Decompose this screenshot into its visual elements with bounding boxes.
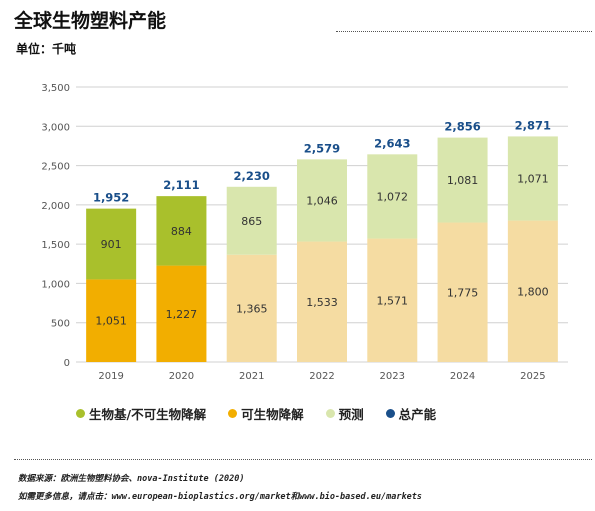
total-label: 2,111	[163, 178, 199, 192]
bar-biodegradable	[156, 265, 207, 362]
data-label-biodegradable: 1,800	[517, 285, 549, 298]
chart-legend: 生物基/不可生物降解 可生物降解 预测 总产能	[76, 404, 458, 423]
chart-plot: 0 500 1,000 1,500 2,000 2,500 3,000 3,500 1,051 9…	[41, 83, 568, 382]
legend-label-bio-based: 生物基/不可生物降解	[89, 407, 207, 422]
bar-biodegradable	[226, 254, 277, 362]
y-tick-label: 3,000	[41, 122, 70, 133]
data-label-bio-based: 884	[171, 225, 192, 238]
data-label-bio-based: 1,071	[517, 172, 549, 185]
bottom-divider	[14, 459, 592, 460]
bar-biodegradable	[86, 279, 137, 362]
bar-bio-based	[86, 208, 137, 280]
bar-bio-based	[297, 159, 347, 242]
bar-biodegradable	[437, 222, 488, 362]
bar-bio-based	[367, 154, 418, 239]
legend-item-total: 总产能	[385, 404, 437, 423]
x-tick-label: 2020	[169, 371, 194, 382]
x-tick-label: 2022	[309, 371, 334, 382]
bar-bio-based	[437, 137, 488, 223]
more-info-note: 如需更多信息，请点击：www.european-bioplastics.org/…	[18, 492, 422, 502]
y-tick-label: 1,000	[41, 279, 70, 290]
x-tick-label: 2023	[380, 371, 405, 382]
bar-bio-based	[226, 186, 277, 255]
data-label-bio-based: 1,081	[447, 174, 479, 187]
unit-label: 单位：千吨	[16, 42, 77, 56]
y-tick-label: 1,500	[41, 240, 70, 251]
bar-bio-based	[156, 196, 207, 266]
x-tick-label: 2019	[98, 371, 123, 382]
chart-title: 全球生物塑料产能	[14, 10, 167, 32]
y-tick-label: 2,000	[41, 201, 70, 212]
bar-bio-based	[507, 136, 558, 221]
y-tick-label: 2,500	[41, 162, 70, 173]
total-label: 2,856	[444, 120, 480, 134]
total-label: 2,871	[515, 118, 551, 132]
bar-biodegradable	[367, 238, 418, 362]
x-tick-label: 2021	[239, 371, 264, 382]
legend-item-biodegradable: 可生物降解	[228, 404, 304, 423]
y-tick-label: 3,500	[41, 83, 70, 94]
legend-marker-biodegradable	[228, 409, 238, 418]
legend-label-total: 总产能	[398, 407, 437, 422]
bar-biodegradable	[297, 241, 347, 362]
data-label-bio-based: 865	[241, 215, 262, 228]
legend-label-forecast: 预测	[338, 407, 364, 422]
legend-label-biodegradable: 可生物降解	[241, 407, 304, 422]
source-note: 数据来源：欧洲生物塑料协会、nova-Institute (2020)	[18, 474, 245, 484]
legend-marker-forecast	[325, 409, 335, 418]
total-label: 2,579	[304, 141, 340, 155]
top-divider	[336, 31, 592, 32]
data-label-biodegradable: 1,571	[377, 294, 409, 307]
data-label-biodegradable: 1,227	[166, 308, 198, 321]
data-label-biodegradable: 1,051	[95, 315, 127, 328]
legend-marker-total	[385, 409, 395, 418]
data-label-bio-based: 901	[101, 238, 122, 251]
total-label: 2,230	[234, 169, 270, 183]
data-label-biodegradable: 1,533	[306, 296, 338, 309]
data-label-bio-based: 1,072	[377, 190, 409, 203]
x-tick-label: 2025	[520, 371, 545, 382]
bar-biodegradable	[507, 220, 558, 362]
legend-item-bio-based: 生物基/不可生物降解	[76, 404, 206, 423]
data-label-biodegradable: 1,775	[447, 286, 479, 299]
y-tick-label: 500	[51, 319, 70, 330]
data-label-biodegradable: 1,365	[236, 302, 268, 315]
x-tick-label: 2024	[450, 371, 475, 382]
total-label: 2,643	[374, 136, 410, 150]
data-label-bio-based: 1,046	[306, 194, 338, 207]
legend-marker-bio-based	[76, 409, 85, 418]
total-label: 1,952	[93, 191, 129, 205]
legend-item-forecast: 预测	[325, 404, 364, 423]
y-tick-label: 0	[64, 358, 70, 369]
